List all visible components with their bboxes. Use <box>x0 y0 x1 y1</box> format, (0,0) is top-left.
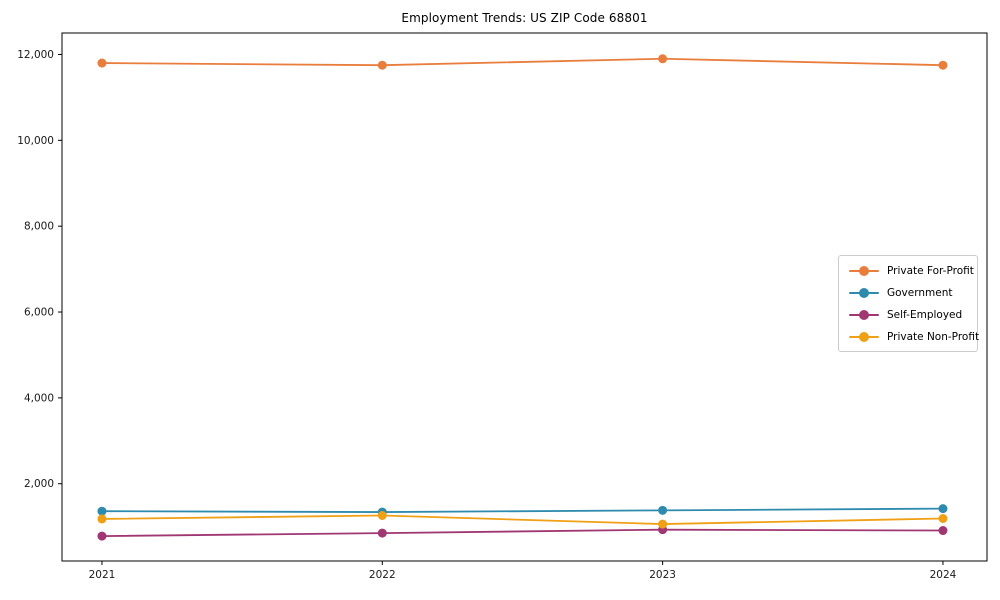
data-point-private-non-profit <box>938 514 948 524</box>
data-point-private-for-profit <box>658 54 668 64</box>
data-point-self-employed <box>97 531 107 541</box>
data-point-government <box>97 506 107 516</box>
chart-title: Employment Trends: US ZIP Code 68801 <box>401 11 648 25</box>
legend-item-private-non-profit: Private Non-Profit <box>849 329 979 344</box>
x-axis-tick-label: 2021 <box>89 569 116 581</box>
x-axis-tick-label: 2024 <box>930 569 957 581</box>
series-line-private-non-profit <box>101 514 944 525</box>
legend-item-label: Government <box>887 286 953 299</box>
legend-item-self-employed: Self-Employed <box>849 307 967 322</box>
y-axis-tick-label: 10,000 <box>17 135 54 147</box>
data-point-private-non-profit <box>658 519 668 529</box>
data-point-self-employed <box>377 528 387 538</box>
data-point-private-non-profit <box>377 510 387 520</box>
x-axis-tick-label: 2022 <box>369 569 396 581</box>
legend-swatch-icon <box>849 329 879 344</box>
data-point-self-employed <box>938 526 948 536</box>
legend-item-government: Government <box>849 285 967 300</box>
data-point-government <box>938 504 948 514</box>
x-axis-tick-label: 2023 <box>649 569 676 581</box>
series-line-government <box>101 507 944 513</box>
data-point-government <box>658 505 668 515</box>
data-point-private-for-profit <box>377 60 387 70</box>
y-axis-tick-label: 4,000 <box>24 392 54 404</box>
data-point-private-non-profit <box>97 514 107 524</box>
data-point-private-for-profit <box>97 58 107 68</box>
series-line-self-employed <box>101 528 944 538</box>
legend-swatch-icon <box>849 285 879 300</box>
series-line-private-for-profit <box>101 57 944 67</box>
legend-item-private-for-profit: Private For-Profit <box>849 263 974 278</box>
y-axis-tick-label: 6,000 <box>24 307 54 319</box>
legend-item-label: Private For-Profit <box>887 264 974 277</box>
y-axis-tick-label: 2,000 <box>24 478 54 490</box>
plot-frame <box>61 32 988 562</box>
legend-item-label: Private Non-Profit <box>887 330 980 343</box>
legend-swatch-icon <box>849 263 879 278</box>
y-axis-tick-label: 12,000 <box>17 49 54 61</box>
legend: Private For-Profit Government Self-Employe… <box>838 255 979 352</box>
legend-item-label: Self-Employed <box>887 308 963 321</box>
data-point-private-for-profit <box>938 60 948 70</box>
y-axis-tick-label: 8,000 <box>24 221 54 233</box>
legend-swatch-icon <box>849 307 879 322</box>
